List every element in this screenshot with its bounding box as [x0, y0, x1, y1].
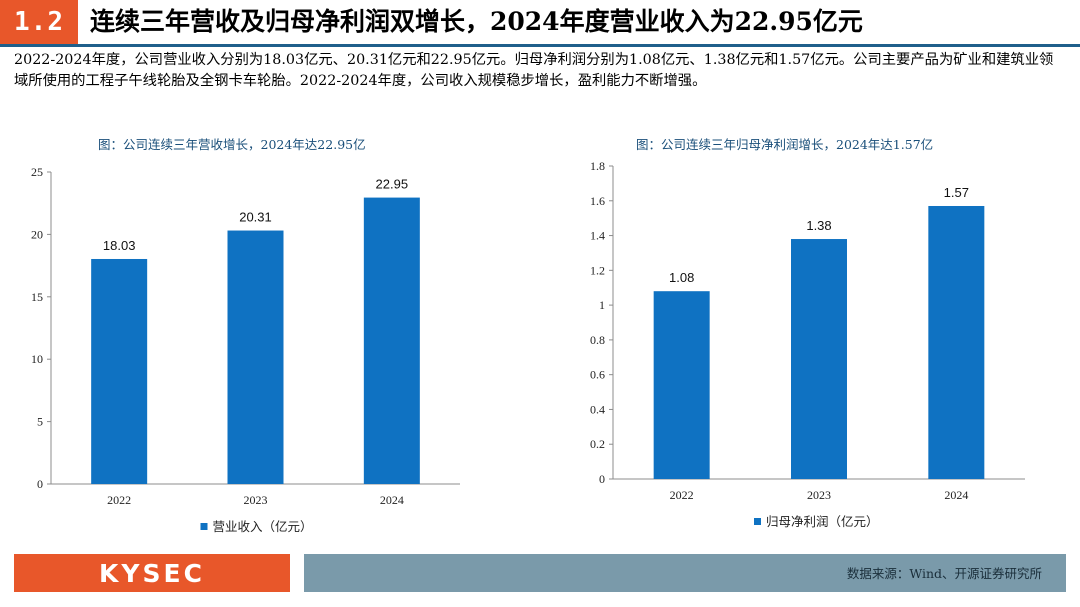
- y-tick-label: 1.6: [590, 194, 605, 208]
- bar-value-label: 1.57: [944, 185, 969, 200]
- y-tick-label: 20: [31, 227, 43, 241]
- revenue-bar-chart: 0 5 10 15 20 25 18.03 2022 20.31 2023 22.95 2024 营业收…: [31, 165, 460, 534]
- legend-swatch: [754, 518, 761, 525]
- brand-logo-text: KYSEC: [99, 558, 205, 588]
- bar-2023: [227, 230, 284, 484]
- x-tick-label: 2024: [380, 493, 404, 507]
- title-divider: [0, 44, 1080, 47]
- bar-value-label: 20.31: [239, 210, 272, 225]
- bar-value-label: 1.08: [669, 270, 694, 285]
- intro-paragraph: 2022-2024年度，公司营业收入分别为18.03亿元、20.31亿元和22.…: [14, 52, 1054, 89]
- legend-swatch: [200, 523, 208, 530]
- y-tick-label: 15: [31, 290, 43, 304]
- x-tick-label: 2023: [244, 493, 268, 507]
- y-tick-label: 10: [31, 352, 43, 366]
- data-source-note: 数据来源：Wind、开源证券研究所: [846, 566, 1042, 581]
- bar-2023: [791, 239, 847, 479]
- revenue-chart-caption: 图：公司连续三年营收增长，2024年达22.95亿: [98, 137, 366, 152]
- y-tick-label: 0: [599, 472, 605, 486]
- y-tick-label: 0.4: [590, 402, 605, 416]
- bar-2022: [91, 258, 148, 484]
- y-tick-label: 0.8: [590, 333, 605, 347]
- footer-bar: 数据来源：Wind、开源证券研究所: [304, 554, 1066, 592]
- legend-label: 营业收入（亿元）: [213, 519, 313, 534]
- y-tick-label: 0.2: [590, 437, 605, 451]
- bar-2024: [363, 197, 420, 485]
- y-tick-label: 0.6: [590, 368, 605, 382]
- x-tick-label: 2022: [670, 488, 694, 502]
- y-tick-label: 1: [599, 298, 605, 312]
- bar-value-label: 18.03: [103, 238, 136, 253]
- y-tick-label: 1.4: [590, 229, 605, 243]
- section-number-badge: 1.2: [0, 0, 78, 44]
- y-tick-label: 25: [31, 165, 43, 179]
- y-tick-label: 1.8: [590, 159, 605, 173]
- brand-logo: KYSEC: [14, 554, 290, 592]
- bar-value-label: 22.95: [376, 177, 409, 192]
- y-tick-label: 0: [37, 477, 43, 491]
- bar-value-label: 1.38: [806, 218, 831, 233]
- x-tick-label: 2024: [944, 488, 968, 502]
- profit-bar-chart: 0 0.2 0.4 0.6 0.8 1 1.2 1.4 1.6 1.8 1.08 2022 1.38 20…: [590, 159, 1025, 529]
- bar-2024: [928, 205, 985, 479]
- page-title: 连续三年营收及归母净利润双增长，2024年度营业收入为22.95亿元: [90, 7, 863, 36]
- x-tick-label: 2023: [807, 488, 831, 502]
- profit-chart-caption: 图：公司连续三年归母净利润增长，2024年达1.57亿: [636, 137, 934, 152]
- y-tick-label: 5: [37, 415, 43, 429]
- bar-2022: [653, 291, 710, 479]
- y-tick-label: 1.2: [590, 263, 605, 277]
- legend-label: 归母净利润（亿元）: [766, 514, 879, 529]
- x-tick-label: 2022: [107, 493, 131, 507]
